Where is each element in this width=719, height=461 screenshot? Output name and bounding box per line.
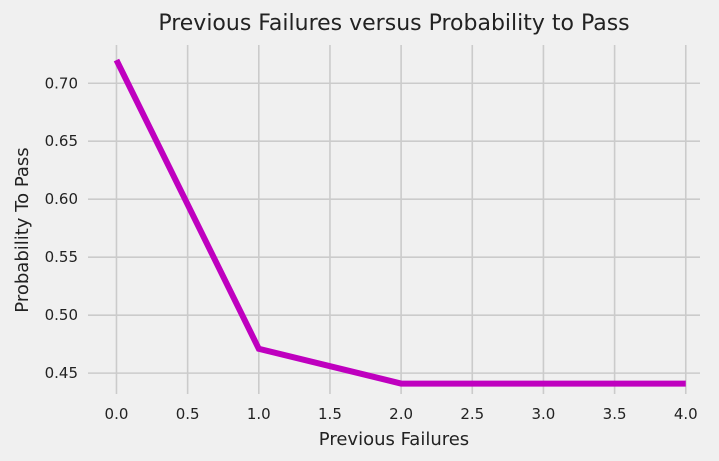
x-tick-label: 0.5: [176, 405, 200, 423]
y-axis-ticks: 0.45 0.50 0.55 0.60 0.65 0.70: [45, 74, 78, 382]
x-tick-label: 2.0: [389, 405, 413, 423]
y-tick-label: 0.45: [45, 364, 78, 382]
series-group: [113, 58, 686, 387]
x-tick-label: 2.5: [460, 405, 484, 423]
x-tick-label: 1.0: [247, 405, 271, 423]
x-tick-label: 1.5: [318, 405, 342, 423]
x-tick-label: 3.5: [603, 405, 627, 423]
y-tick-label: 0.70: [45, 74, 78, 92]
grid-lines: [88, 45, 700, 394]
x-tick-label: 3.0: [532, 405, 556, 423]
chart-title: Previous Failures versus Probability to …: [158, 11, 629, 36]
series-line: [113, 58, 686, 387]
x-axis-ticks: 0.0 0.5 1.0 1.5 2.0 2.5 3.0 3.5 4.0: [105, 405, 698, 423]
y-tick-label: 0.60: [45, 190, 78, 208]
x-tick-label: 4.0: [674, 405, 698, 423]
y-tick-label: 0.50: [45, 306, 78, 324]
y-axis-label: Probability To Pass: [12, 147, 33, 312]
y-tick-label: 0.65: [45, 132, 78, 150]
x-tick-label: 0.0: [105, 405, 129, 423]
y-tick-label: 0.55: [45, 248, 78, 266]
x-axis-label: Previous Failures: [319, 429, 469, 450]
